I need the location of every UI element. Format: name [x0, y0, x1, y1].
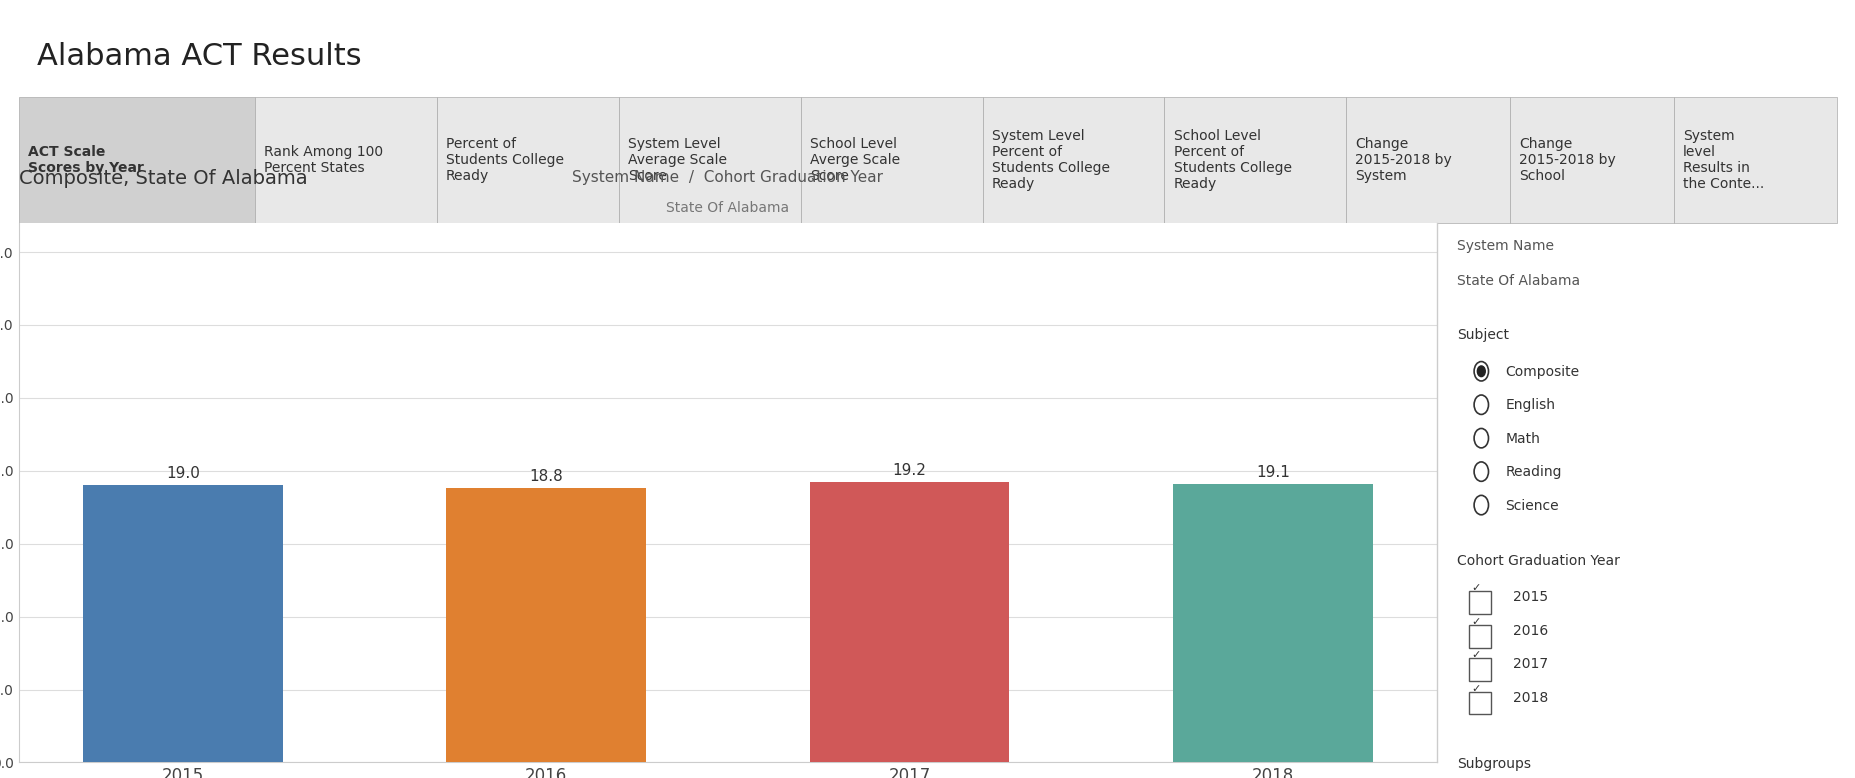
Text: 2015: 2015: [1512, 591, 1547, 605]
Text: Alabama ACT Results: Alabama ACT Results: [37, 42, 362, 71]
FancyBboxPatch shape: [1469, 625, 1491, 647]
Text: System Level
Average Scale
Score: System Level Average Scale Score: [627, 137, 727, 184]
Text: Rank Among 100
Percent States: Rank Among 100 Percent States: [263, 145, 382, 175]
FancyBboxPatch shape: [1469, 591, 1491, 614]
Text: School Level
Percent of
Students College
Ready: School Level Percent of Students College…: [1172, 129, 1291, 191]
Text: State Of Alabama: State Of Alabama: [666, 201, 788, 215]
Text: Cohort Graduation Year: Cohort Graduation Year: [1456, 554, 1619, 568]
FancyBboxPatch shape: [1673, 97, 1836, 223]
FancyBboxPatch shape: [618, 97, 800, 223]
Text: 2016: 2016: [1512, 624, 1547, 638]
FancyBboxPatch shape: [254, 97, 436, 223]
FancyBboxPatch shape: [981, 97, 1163, 223]
Text: 19.0: 19.0: [165, 466, 200, 481]
Text: Composite: Composite: [1504, 365, 1579, 379]
FancyBboxPatch shape: [1469, 658, 1491, 681]
Text: System Name  /  Cohort Graduation Year: System Name / Cohort Graduation Year: [571, 170, 883, 185]
Text: System Name: System Name: [1456, 239, 1553, 253]
FancyBboxPatch shape: [1163, 97, 1345, 223]
Text: ✓: ✓: [1471, 684, 1480, 693]
FancyBboxPatch shape: [800, 97, 981, 223]
Text: ✓: ✓: [1471, 584, 1480, 593]
Text: Composite, State Of Alabama: Composite, State Of Alabama: [19, 169, 308, 188]
Text: Math: Math: [1504, 432, 1540, 446]
Text: ACT Scale
Scores by Year: ACT Scale Scores by Year: [28, 145, 143, 175]
Bar: [809, 482, 1009, 762]
Text: State Of Alabama: State Of Alabama: [1456, 274, 1580, 288]
FancyBboxPatch shape: [19, 97, 254, 223]
Text: English: English: [1504, 398, 1554, 412]
Text: System Level
Percent of
Students College
Ready: System Level Percent of Students College…: [991, 129, 1109, 191]
Text: 2017: 2017: [1512, 657, 1547, 671]
FancyBboxPatch shape: [436, 97, 618, 223]
Text: Percent of
Students College
Ready: Percent of Students College Ready: [445, 137, 564, 184]
Text: ✓: ✓: [1471, 617, 1480, 626]
Text: ✓: ✓: [1471, 650, 1480, 660]
Text: Change
2015-2018 by
School: Change 2015-2018 by School: [1517, 137, 1616, 184]
Text: System
level
Results in
the Conte...: System level Results in the Conte...: [1682, 129, 1762, 191]
Text: Reading: Reading: [1504, 465, 1560, 479]
Text: Change
2015-2018 by
System: Change 2015-2018 by System: [1354, 137, 1451, 184]
Text: 2018: 2018: [1512, 691, 1547, 705]
Bar: [83, 485, 282, 762]
Circle shape: [1477, 366, 1484, 377]
FancyBboxPatch shape: [1345, 97, 1510, 223]
Text: School Level
Averge Scale
Score: School Level Averge Scale Score: [809, 137, 900, 184]
Bar: [445, 489, 646, 762]
Text: 19.2: 19.2: [892, 463, 926, 478]
Bar: [1172, 484, 1373, 762]
FancyBboxPatch shape: [1510, 97, 1673, 223]
Text: Subgroups: Subgroups: [1456, 756, 1530, 770]
Text: 18.8: 18.8: [529, 469, 562, 484]
Text: Science: Science: [1504, 499, 1558, 513]
Text: 19.1: 19.1: [1256, 464, 1289, 479]
Text: Subject: Subject: [1456, 328, 1508, 342]
FancyBboxPatch shape: [1469, 692, 1491, 714]
